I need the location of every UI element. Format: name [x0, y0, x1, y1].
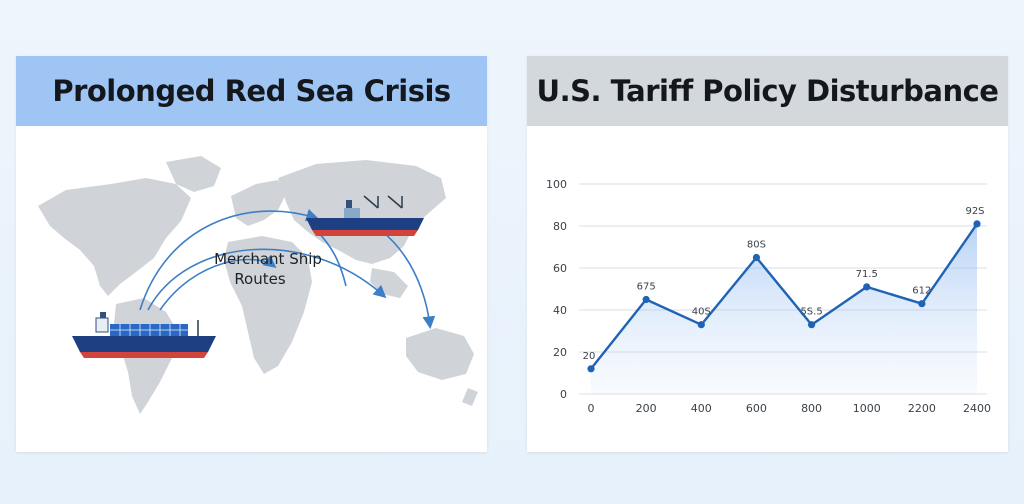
route-arc-2: [147, 248, 387, 311]
routes-label-line2: Routes: [234, 270, 286, 288]
asia-shape: [278, 160, 446, 264]
data-point: [697, 321, 705, 329]
chart-area: 0 20 40 60 80 100 0 200 400 600 800 1000 2200 2400 2…: [527, 126, 1008, 452]
container-ship-bottom: [72, 312, 216, 358]
x-axis-ticks: 0 200 400 600 800 1000 2200 2400: [588, 402, 992, 415]
data-point: [973, 220, 981, 228]
x-tick-label: 2200: [908, 402, 936, 415]
data-label: 675: [637, 282, 656, 293]
data-label: 612: [912, 286, 931, 297]
series-area: [591, 223, 977, 394]
data-label: 71.5: [856, 269, 878, 280]
merchant-routes: [139, 209, 436, 330]
data-points: [587, 220, 981, 373]
y-axis-ticks: 0 20 40 60 80 100: [546, 178, 567, 401]
africa-shape: [224, 236, 312, 374]
tariff-line-chart: 0 20 40 60 80 100 0 200 400 600 800 1000 2200 2400 2…: [546, 178, 992, 415]
y-tick-label: 40: [553, 304, 567, 317]
red-sea-panel-header: Prolonged Red Sea Crisis: [16, 56, 487, 126]
north-america-shape: [38, 178, 191, 296]
data-label: 40S: [692, 307, 711, 318]
data-label: 5S.5: [800, 307, 822, 318]
y-tick-label: 20: [553, 346, 567, 359]
southeast-asia-shape: [370, 268, 408, 298]
greenland-shape: [166, 156, 221, 192]
new-zealand-shape: [462, 388, 478, 406]
x-tick-label: 2400: [963, 402, 991, 415]
x-tick-label: 600: [746, 402, 767, 415]
y-tick-label: 80: [553, 220, 567, 233]
tariff-panel-header: U.S. Tariff Policy Disturbance: [527, 56, 1008, 126]
tariff-panel-title: U.S. Tariff Policy Disturbance: [536, 74, 999, 108]
x-tick-label: 1000: [853, 402, 881, 415]
route-arc-1: [139, 209, 320, 311]
data-point: [863, 283, 871, 291]
data-labels: 20 675 40S 80S 5S.5 71.5 612 92S: [583, 206, 985, 362]
world-map-illustration: Merchant Ship Routes: [38, 156, 478, 414]
data-label: 80S: [747, 240, 766, 251]
red-sea-panel: Prolonged Red Sea Crisis: [16, 56, 487, 452]
data-point: [807, 321, 816, 329]
y-tick-label: 100: [546, 178, 567, 191]
x-tick-label: 400: [691, 402, 712, 415]
x-tick-label: 800: [801, 402, 822, 415]
data-point: [642, 295, 650, 304]
data-point: [752, 253, 761, 262]
map-area: Merchant Ship Routes: [16, 126, 487, 452]
data-label: 92S: [965, 206, 984, 217]
europe-shape: [231, 180, 286, 226]
australia-shape: [406, 328, 474, 380]
container-ship-top: [306, 195, 424, 236]
series-line: [590, 223, 978, 370]
x-tick-label: 200: [636, 402, 657, 415]
data-point: [587, 365, 595, 373]
route-arc-3: [159, 255, 277, 311]
red-sea-panel-title: Prolonged Red Sea Crisis: [52, 74, 451, 108]
data-point: [918, 300, 926, 308]
x-tick-label: 0: [588, 402, 595, 415]
tariff-panel: U.S. Tariff Policy Disturbance 0 20 40 60 80…: [527, 56, 1008, 452]
data-label: 20: [583, 351, 596, 362]
y-tick-label: 0: [560, 388, 567, 401]
y-tick-label: 60: [553, 262, 567, 275]
routes-label-line1: Merchant Ship: [214, 250, 322, 268]
